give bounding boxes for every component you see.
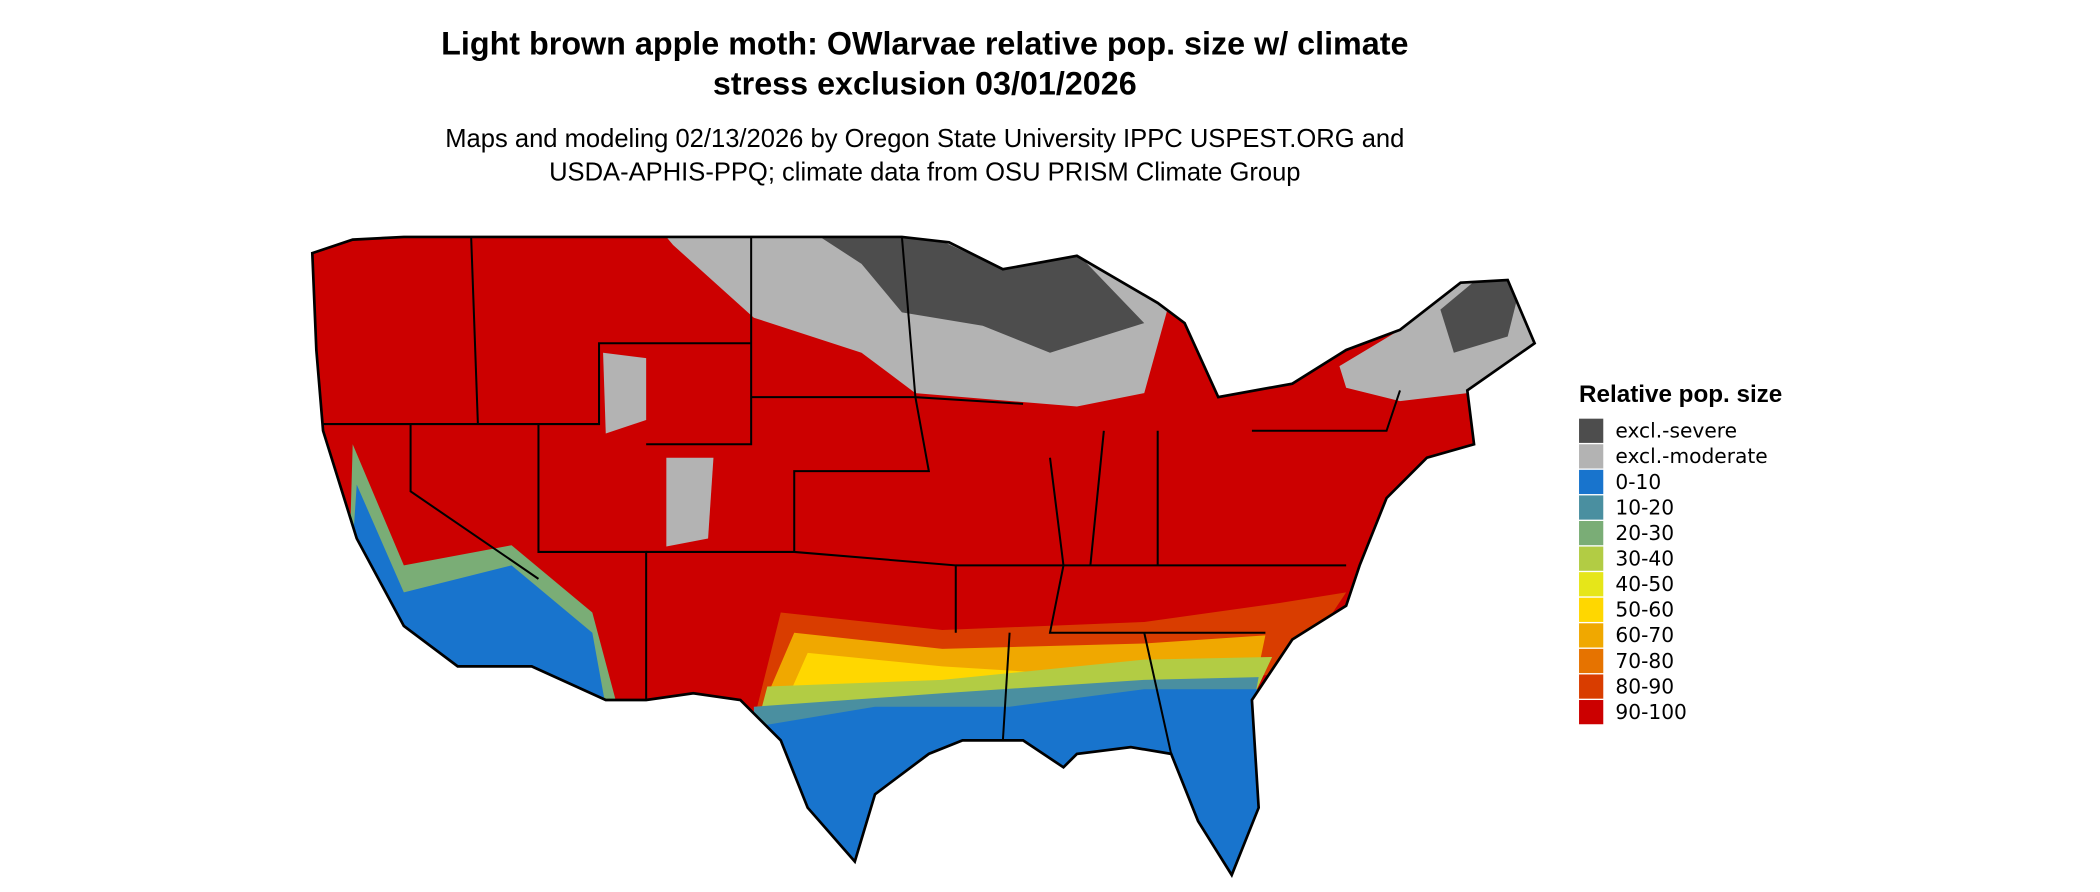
legend-swatch (1579, 546, 1604, 571)
us-map (310, 235, 1537, 878)
title: Light brown apple moth: OWlarvae relativ… (441, 25, 1408, 61)
legend-title: Relative pop. size (1579, 381, 1782, 408)
legend-swatch (1579, 520, 1604, 546)
legend-label: 90-100 (1615, 700, 1687, 724)
legend-swatch (1579, 418, 1604, 443)
legend-swatch (1579, 469, 1604, 495)
legend-label: excl.-moderate (1615, 444, 1767, 468)
legend-label: 0-10 (1615, 470, 1661, 494)
legend-swatch (1579, 648, 1604, 674)
subtitle: Maps and modeling 02/13/2026 by Oregon S… (445, 125, 1404, 153)
legend-label: 80-90 (1615, 674, 1674, 698)
legend-label: 10-20 (1615, 495, 1674, 519)
legend-swatch (1579, 444, 1604, 469)
legend-label: excl.-severe (1615, 419, 1737, 443)
legend-swatch (1579, 674, 1604, 699)
legend: excl.-severeexcl.-moderate0-1010-2020-30… (1579, 419, 1768, 725)
legend-label: 70-80 (1615, 649, 1674, 673)
legend-swatch (1579, 572, 1604, 597)
subtitle: USDA-APHIS-PPQ; climate data from OSU PR… (549, 158, 1300, 186)
legend-swatch (1579, 597, 1604, 622)
legend-label: 60-70 (1615, 623, 1674, 647)
legend-swatch (1579, 495, 1604, 520)
legend-label: 30-40 (1615, 547, 1674, 571)
legend-label: 50-60 (1615, 598, 1674, 622)
legend-swatch (1579, 623, 1604, 648)
legend-label: 40-50 (1615, 572, 1674, 596)
title: stress exclusion 03/01/2026 (713, 66, 1137, 102)
legend-label: 20-30 (1615, 521, 1674, 545)
legend-swatch (1579, 700, 1604, 725)
